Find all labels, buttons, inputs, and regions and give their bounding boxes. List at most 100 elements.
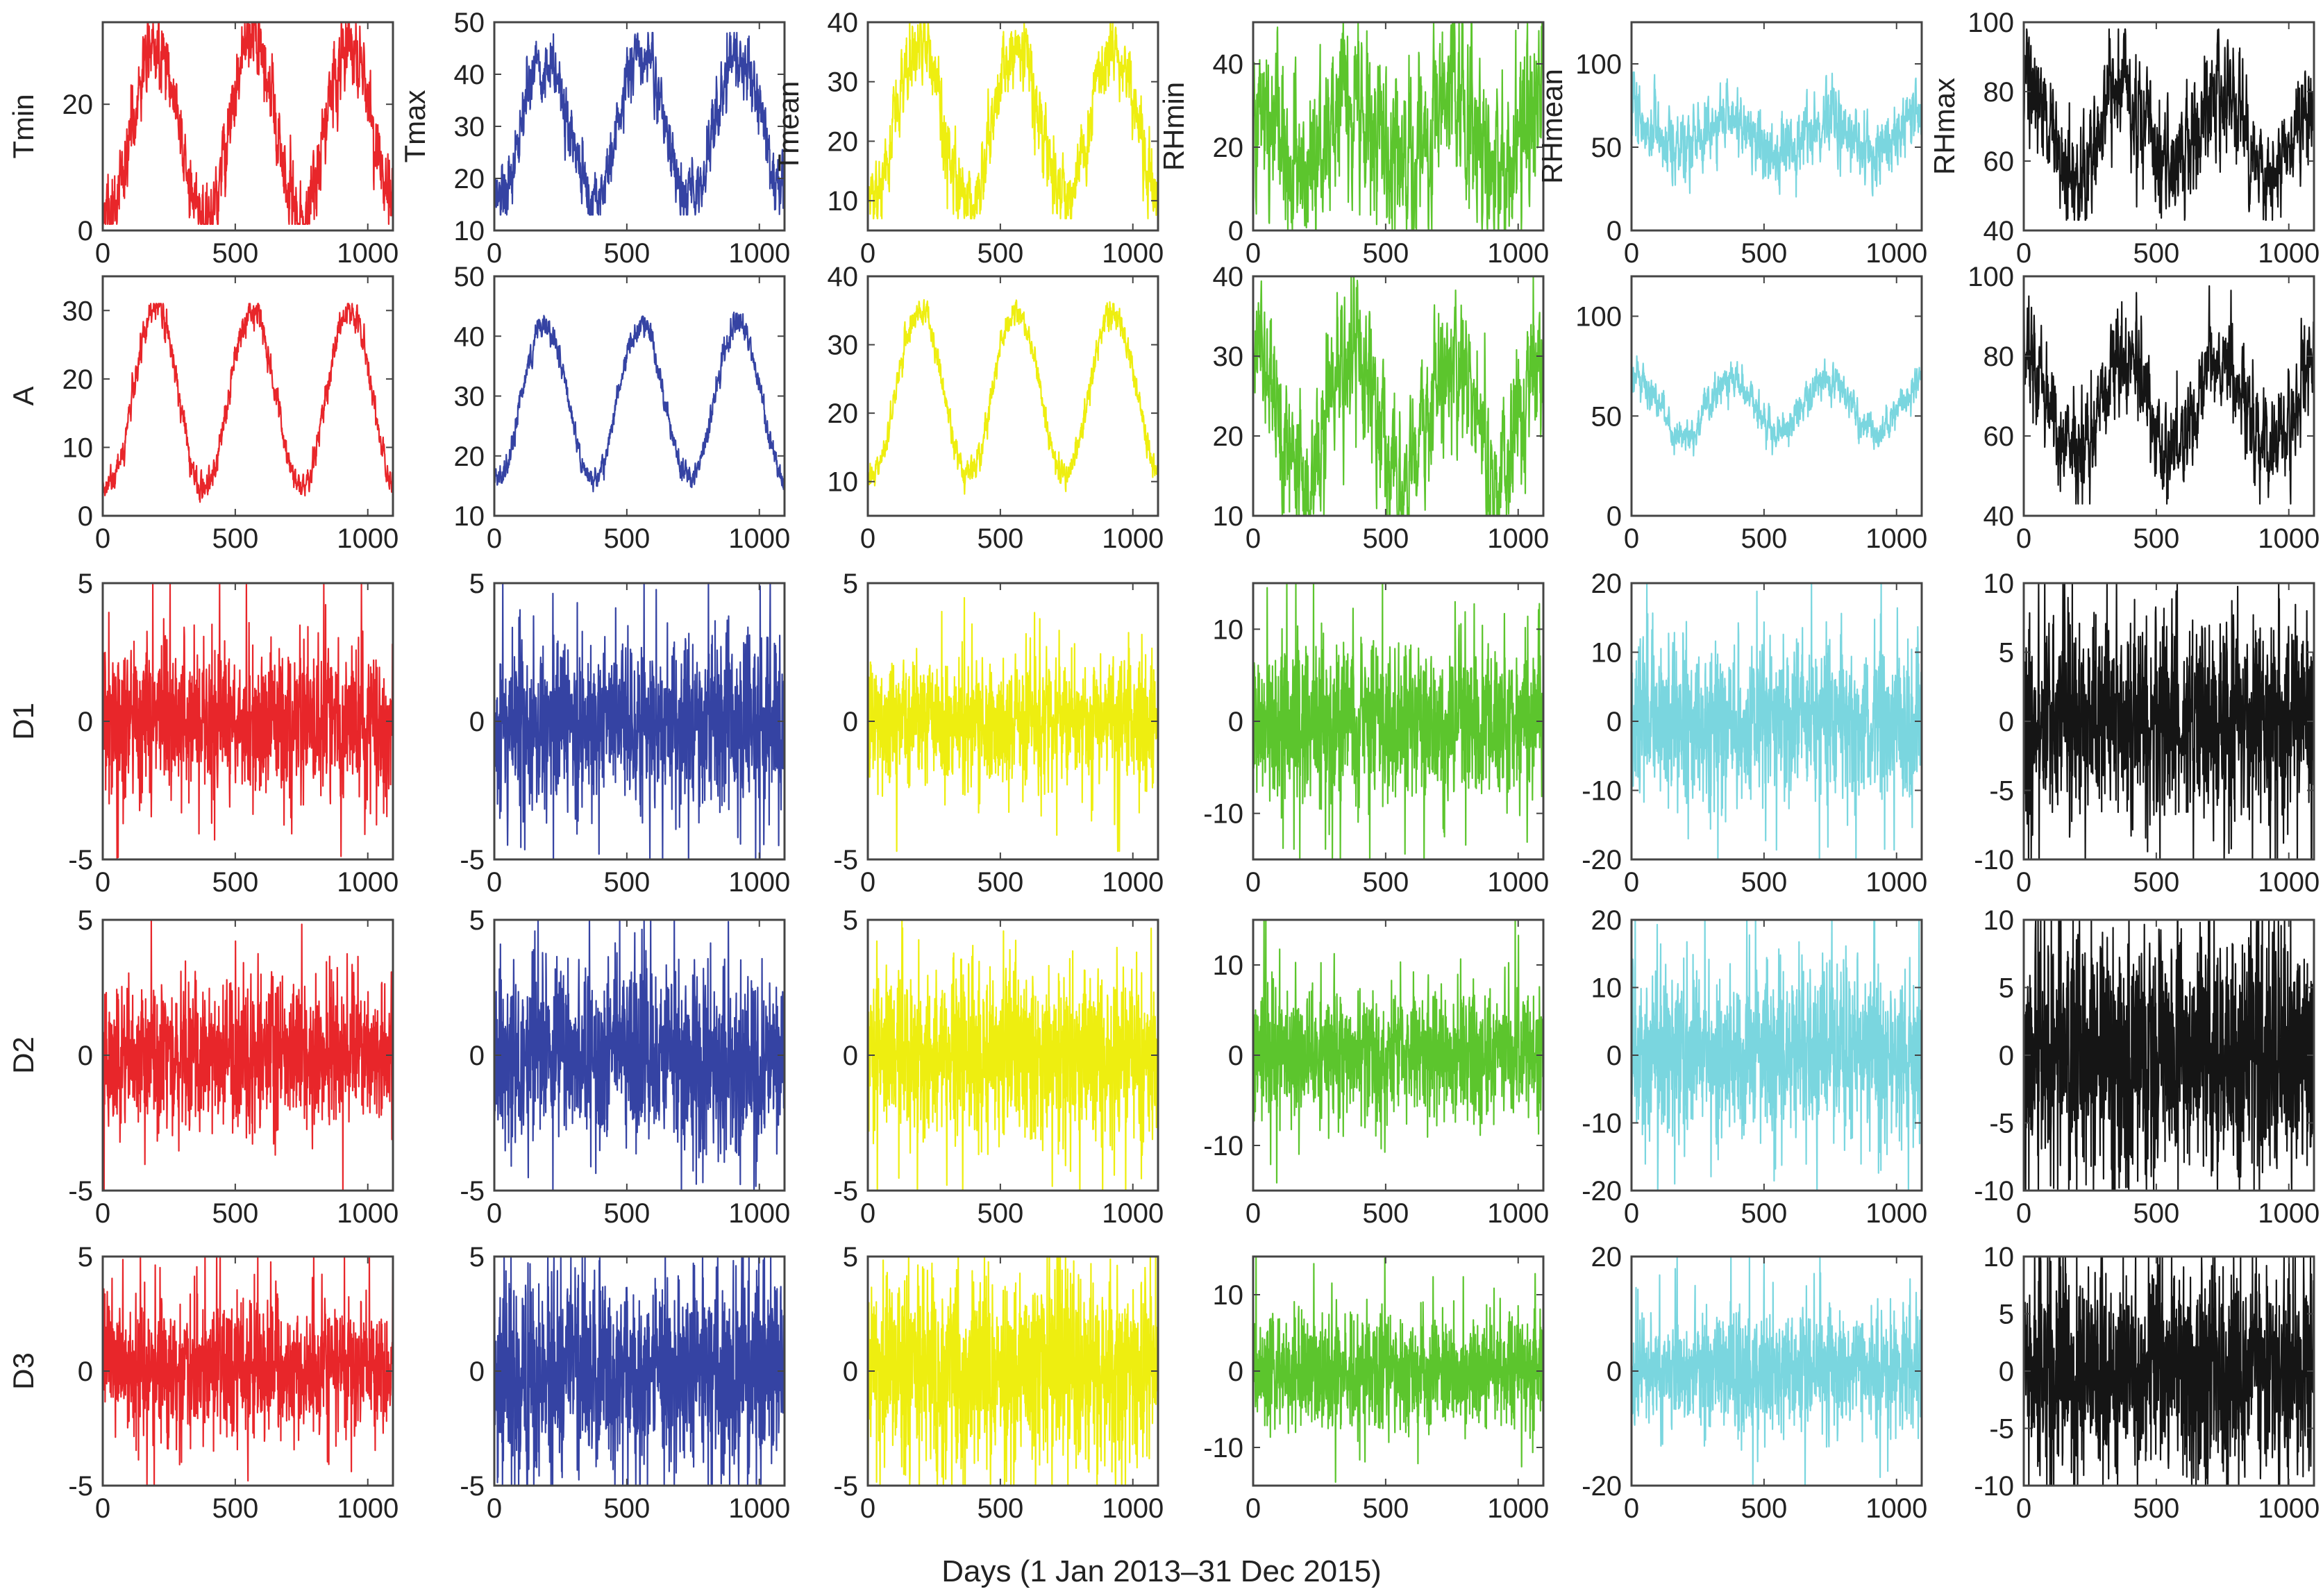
x-tick-label: 500: [977, 1493, 1023, 1524]
y-tick-label: 40: [828, 262, 859, 292]
series-line-r2-c0: [103, 583, 393, 859]
series-line-r2-c2: [868, 596, 1158, 852]
x-tick-label: 1000: [337, 867, 399, 898]
y-axis-label: RHmin: [1157, 82, 1190, 171]
y-tick-label: 20: [62, 364, 94, 395]
y-tick-label: -5: [1989, 1414, 2014, 1445]
x-tick-label: 1000: [337, 523, 399, 554]
x-tick-label: 1000: [2258, 1493, 2320, 1524]
y-tick-label: 0: [1228, 1356, 1243, 1387]
y-tick-label: 5: [843, 569, 858, 599]
series-line-r0-c1: [494, 31, 785, 216]
x-tick-label: 1000: [1102, 1198, 1164, 1229]
x-tick-label: 1000: [1102, 1493, 1164, 1524]
y-tick-label: 0: [843, 1041, 858, 1071]
y-tick-label: 50: [1591, 401, 1622, 432]
x-tick-label: 1000: [1865, 523, 1927, 554]
y-tick-label: 40: [828, 8, 859, 38]
y-tick-label: 20: [1213, 133, 1244, 163]
y-tick-label: 0: [469, 1356, 485, 1387]
subplot-r3-c4: 0 500 1000 -20 -10 0 10 20: [1582, 905, 1927, 1229]
subplot-r2-c3: 0 500 1000 -10 0 10: [1203, 582, 1549, 898]
x-tick-label: 0: [487, 1198, 502, 1229]
y-tick-label: 40: [454, 60, 485, 90]
y-tick-label: 20: [454, 164, 485, 194]
x-tick-label: 500: [1362, 238, 1409, 269]
x-tick-label: 0: [1624, 1493, 1639, 1524]
y-tick-label: -5: [1989, 1109, 2014, 1139]
x-tick-label: 1000: [1102, 238, 1164, 269]
series-line-r0-c5: [2024, 28, 2314, 221]
series-line-r1-c5: [2024, 285, 2314, 505]
y-tick-label: 0: [1607, 707, 1622, 737]
y-tick-label: 10: [1984, 569, 2015, 599]
x-tick-label: 500: [1362, 867, 1409, 898]
x-tick-label: 1000: [1865, 1198, 1927, 1229]
x-tick-label: 1000: [2258, 867, 2320, 898]
y-tick-label: 10: [1213, 950, 1244, 981]
x-tick-label: 1000: [1487, 1493, 1549, 1524]
series-line-r4-c2: [868, 1257, 1158, 1486]
y-tick-label: 5: [1999, 973, 2014, 1004]
x-tick-label: 0: [2016, 867, 2031, 898]
x-tick-label: 1000: [1865, 867, 1927, 898]
series-line-r1-c1: [494, 311, 785, 493]
y-tick-label: -20: [1582, 1176, 1622, 1207]
y-tick-label: 5: [78, 1242, 93, 1272]
x-tick-label: 500: [977, 1198, 1023, 1229]
y-tick-label: -5: [460, 1176, 485, 1207]
y-tick-label: -5: [68, 1176, 93, 1207]
y-tick-label: 0: [78, 1356, 93, 1387]
y-tick-label: 10: [1591, 973, 1622, 1004]
x-tick-label: 500: [212, 1198, 258, 1229]
subplot-r1-c0: 0 500 1000 0 10 20 30 A: [7, 275, 399, 554]
subplot-r3-c1: 0 500 1000-505: [460, 905, 790, 1229]
y-tick-label: 0: [78, 501, 93, 532]
subplot-r3-c2: 0 500 1000-505: [833, 905, 1164, 1229]
y-tick-label: 10: [1213, 501, 1244, 532]
x-tick-label: 0: [2016, 1198, 2031, 1229]
subplot-r1-c2: 0 500 1000 10 20 30 40: [828, 262, 1164, 554]
x-tick-label: 1000: [728, 523, 790, 554]
x-tick-label: 0: [1624, 867, 1639, 898]
x-tick-label: 500: [603, 238, 650, 269]
y-tick-label: 40: [1984, 216, 2015, 246]
x-tick-label: 0: [1246, 238, 1261, 269]
subplot-r4-c5: 0 500 1000 -10 -5 0 5 10: [1974, 1242, 2320, 1524]
series-line-r2-c3: [1253, 583, 1543, 859]
subplot-r3-c5: 0 500 1000 -10 -5 0 5 10: [1974, 905, 2320, 1229]
axes-frame: [1630, 275, 1923, 517]
axes-frame: [101, 21, 394, 232]
x-tick-label: 1000: [2258, 523, 2320, 554]
x-tick-label: 0: [487, 867, 502, 898]
y-tick-label: -10: [1974, 1176, 2014, 1207]
y-tick-label: 10: [1591, 638, 1622, 669]
series-line-r4-c4: [1632, 1257, 1922, 1486]
y-tick-label: -10: [1203, 799, 1243, 830]
y-tick-label: 5: [1999, 1300, 2014, 1330]
x-tick-label: 1000: [728, 1198, 790, 1229]
y-tick-label: -10: [1203, 1433, 1243, 1463]
x-tick-label: 0: [95, 238, 110, 269]
axes-frame: [101, 275, 394, 517]
y-tick-label: 30: [454, 112, 485, 142]
y-tick-label: -5: [68, 845, 93, 875]
x-tick-label: 500: [212, 238, 258, 269]
x-tick-label: 1000: [728, 238, 790, 269]
series-line-r2-c4: [1632, 583, 1922, 859]
y-tick-label: 0: [78, 707, 93, 737]
x-tick-label: 0: [1246, 1493, 1261, 1524]
x-tick-label: 500: [603, 867, 650, 898]
y-tick-label: 30: [62, 296, 94, 326]
y-tick-label: 5: [469, 1242, 485, 1272]
y-tick-label: 40: [1984, 501, 2015, 532]
series-line-r0-c0: [103, 22, 393, 225]
y-tick-label: -5: [833, 845, 858, 875]
x-tick-label: 0: [1624, 238, 1639, 269]
y-tick-label: 5: [469, 905, 485, 936]
x-tick-label: 1000: [337, 1198, 399, 1229]
x-tick-label: 0: [860, 867, 875, 898]
x-tick-label: 500: [977, 523, 1023, 554]
y-tick-label: 5: [1999, 638, 2014, 669]
